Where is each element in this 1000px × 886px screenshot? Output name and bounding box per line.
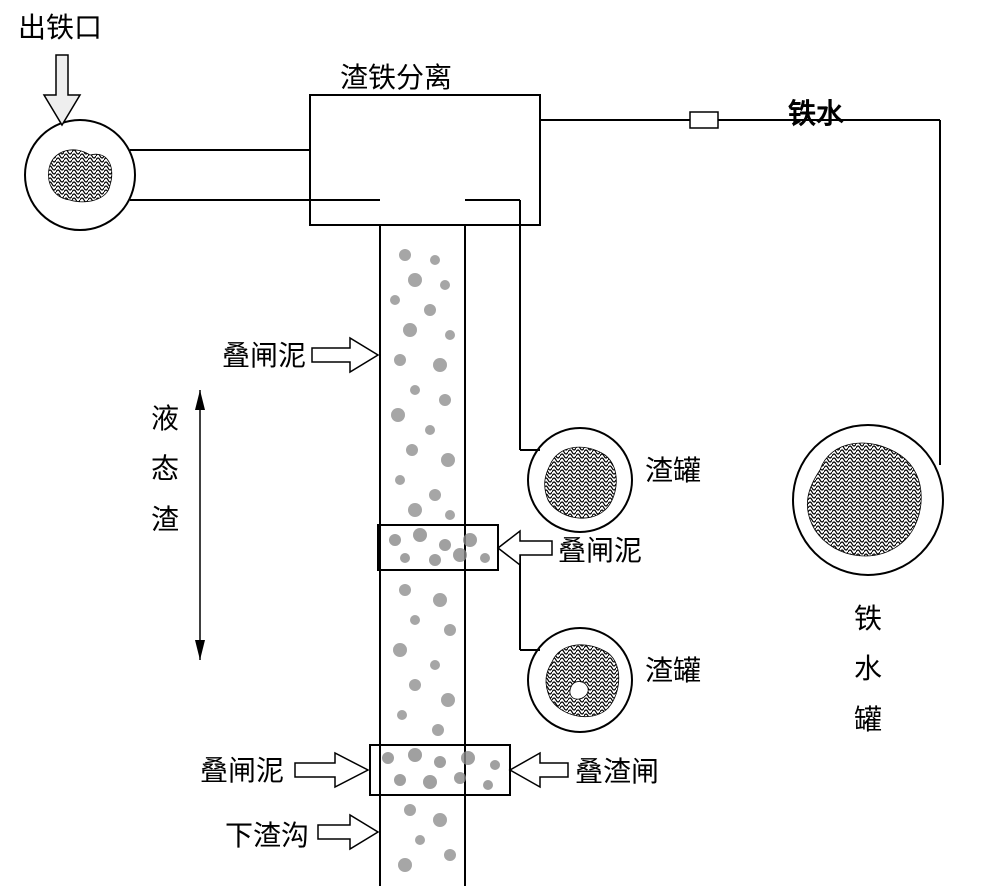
taphole-label: 出铁口	[18, 12, 102, 46]
gatemud2-arrow	[498, 531, 552, 565]
iron-ladle-label: 铁水罐	[853, 595, 883, 746]
slag-particles-gate1	[389, 528, 490, 566]
liquid-slag-label: 液态渣	[150, 395, 180, 546]
slagpot2-label: 渣罐	[645, 655, 701, 689]
gatemud4-arrow	[510, 753, 568, 787]
separation-box	[310, 95, 540, 225]
slag-particles-gate2	[382, 748, 500, 790]
slagpot1-label: 渣罐	[645, 455, 701, 489]
iron-line-marker	[690, 112, 718, 128]
taphole-arrow	[44, 55, 80, 125]
molten-iron-label: 铁水	[788, 98, 844, 132]
lower-slag-arrow	[318, 815, 378, 849]
slag-particles-lower	[398, 804, 456, 872]
slagpot1-blob	[545, 447, 617, 518]
lower-slag-label: 下渣沟	[225, 820, 309, 854]
liquid-slag-arrow	[195, 390, 205, 660]
iron-ladle-text: 铁水罐	[853, 595, 883, 746]
gatemud3-arrow	[295, 753, 368, 787]
slag-particles-upper	[390, 249, 455, 520]
gatemud1-label: 叠闸泥	[222, 340, 306, 374]
gatemud1-arrow	[312, 338, 378, 372]
slagpot2-blob	[546, 645, 619, 717]
gatemud4-label: 叠渣闸	[575, 756, 659, 790]
slag-particles-mid	[393, 584, 456, 736]
gatemud2-label: 叠闸泥	[558, 535, 642, 569]
taphole-blob	[48, 150, 111, 202]
separation-label: 渣铁分离	[340, 62, 452, 96]
liquid-slag-text: 液态渣	[150, 395, 180, 546]
gatemud3-label: 叠闸泥	[200, 755, 284, 789]
iron-ladle-blob	[807, 443, 921, 556]
